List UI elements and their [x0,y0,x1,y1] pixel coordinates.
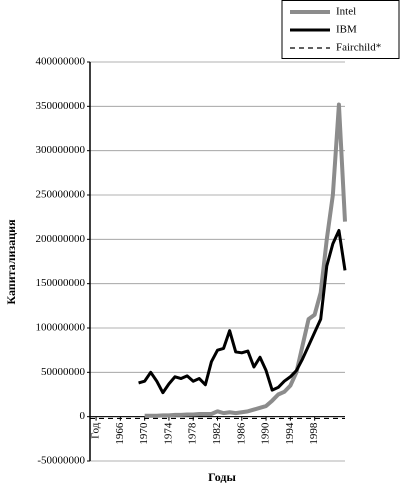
x-tick-label: 1982 [211,423,223,445]
legend-label: IBM [336,24,357,36]
y-tick-label: 0 [80,410,86,422]
x-tick-label: 1998 [308,422,320,445]
y-tick-label: 50000000 [41,366,86,378]
legend-label: Intel [336,6,356,18]
y-tick-label: 250000000 [36,189,86,201]
y-tick-label: 300000000 [36,144,86,156]
series-line [138,228,347,395]
x-tick-label: Год [90,422,102,439]
y-axis-label: Капитализация [4,219,18,305]
y-tick-label: 400000000 [36,56,86,68]
y-tick-label: 100000000 [36,322,86,334]
legend-label: Fairchild* [336,42,381,54]
x-tick-label: 1974 [162,422,174,445]
x-tick-label: 1978 [187,422,199,445]
x-tick-label: 1986 [235,422,247,445]
x-tick-label: 1966 [114,422,126,445]
x-axis-label: Годы [208,470,236,484]
x-tick-label: 1990 [260,422,272,445]
series-line [144,102,347,418]
y-tick-label: 350000000 [36,100,86,112]
y-tick-label: -50000000 [37,455,85,467]
x-tick-label: 1994 [284,422,296,445]
x-tick-label: 1970 [138,422,150,445]
y-tick-label: 200000000 [36,233,86,245]
y-tick-label: 150000000 [36,277,86,289]
